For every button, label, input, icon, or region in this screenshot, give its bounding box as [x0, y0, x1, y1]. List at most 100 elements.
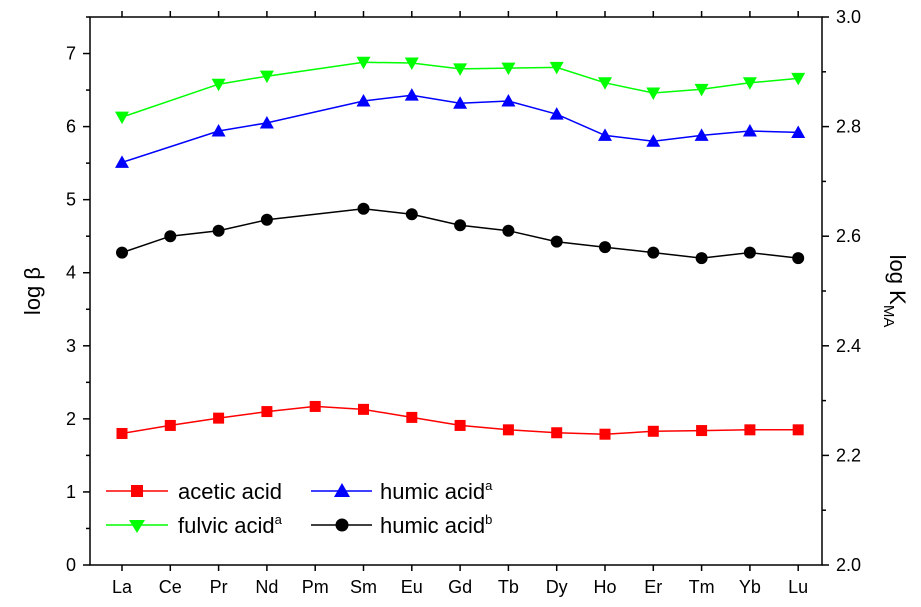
y-tick-label: 5	[66, 190, 76, 210]
data-point-series-3	[792, 252, 805, 265]
y-axis-title: log β	[20, 267, 45, 315]
data-point-series-3	[599, 241, 611, 254]
data-point-series-0	[309, 400, 321, 412]
legend-humic-a-label: humic acida	[380, 478, 493, 504]
data-point-series-3	[260, 213, 273, 226]
x-tick-label: Ho	[593, 577, 616, 597]
data-point-series-1	[259, 115, 274, 129]
y2-tick-label: 2.4	[836, 336, 861, 356]
data-point-series-1	[356, 94, 371, 107]
data-point-series-2	[453, 63, 468, 76]
x-tick-label: Ce	[159, 577, 182, 597]
data-point-series-0	[551, 427, 563, 439]
data-point-series-0	[599, 428, 611, 440]
legend-humic-a-marker	[334, 483, 350, 497]
x-tick-label: Tm	[689, 577, 715, 597]
x-tick-label: Lu	[788, 577, 808, 597]
x-tick-label: Tb	[498, 577, 519, 597]
y2-axis-title: log KMA	[880, 255, 910, 328]
data-point-series-0	[164, 419, 176, 431]
y2-axis-subscript: MA	[880, 305, 897, 328]
y-tick-label: 7	[66, 44, 76, 64]
data-point-series-0	[454, 419, 466, 431]
x-tick-label: Nd	[255, 577, 278, 597]
data-point-series-3	[357, 202, 370, 215]
y2-tick-label: 3.0	[836, 7, 861, 27]
data-point-series-2	[742, 77, 757, 90]
data-point-series-0	[744, 424, 756, 436]
legend-humic-b-label: humic acidb	[380, 512, 492, 538]
data-point-series-1	[791, 125, 806, 138]
data-point-series-3	[502, 224, 515, 237]
x-tick-label: Er	[644, 577, 662, 597]
data-point-series-2	[115, 111, 129, 125]
data-point-series-0	[647, 425, 659, 437]
data-point-series-3	[454, 219, 467, 232]
data-point-series-2	[404, 57, 419, 71]
data-point-series-3	[116, 246, 128, 259]
data-point-series-0	[696, 425, 708, 437]
x-tick-label: Yb	[739, 577, 761, 597]
y2-tick-label: 2.8	[836, 117, 861, 137]
data-point-series-3	[743, 246, 756, 259]
data-point-series-2	[356, 56, 371, 70]
data-point-series-0	[116, 427, 128, 439]
y2-tick-label: 2.0	[836, 555, 861, 575]
x-tick-label: Gd	[448, 577, 472, 597]
y-tick-label: 4	[66, 263, 76, 283]
y2-tick-label: 2.6	[836, 226, 861, 246]
data-point-series-0	[261, 406, 273, 418]
x-tick-label: Pr	[210, 577, 228, 597]
y-tick-label: 3	[66, 336, 76, 356]
data-point-series-0	[502, 424, 514, 436]
legend-acetic-label: acetic acid	[178, 479, 282, 504]
x-tick-label: Sm	[350, 577, 377, 597]
data-point-series-2	[549, 61, 564, 75]
legend-fulvic-sup: a	[275, 512, 283, 527]
data-point-series-3	[647, 246, 660, 259]
data-point-series-1	[742, 123, 757, 137]
data-point-series-3	[164, 230, 177, 243]
data-point-series-2	[791, 72, 806, 86]
data-point-series-2	[598, 77, 612, 90]
data-point-series-1	[453, 96, 468, 109]
data-point-series-1	[501, 94, 516, 107]
data-point-series-2	[646, 87, 661, 100]
data-point-series-2	[211, 78, 226, 92]
data-point-series-1	[211, 123, 226, 137]
data-point-series-0	[406, 411, 418, 423]
legend-humic-a-sup: a	[485, 478, 493, 493]
legend-fulvic-marker	[129, 520, 145, 533]
data-point-series-3	[212, 224, 225, 237]
data-point-series-2	[259, 70, 274, 84]
legend-fulvic-label: fulvic acida	[178, 512, 283, 538]
data-point-series-3	[405, 208, 418, 221]
y-tick-label: 2	[66, 409, 76, 429]
series-line-3	[121, 208, 799, 259]
y-tick-label: 0	[66, 555, 76, 575]
y-tick-label: 6	[66, 117, 76, 137]
data-point-series-1	[549, 107, 564, 120]
x-tick-label: Dy	[546, 577, 568, 597]
data-point-series-1	[694, 128, 709, 141]
data-point-series-1	[404, 88, 419, 101]
legend-acetic-marker	[131, 485, 143, 497]
data-point-series-2	[501, 62, 516, 76]
y-tick-label: 1	[66, 482, 76, 502]
legend: acetic acid humic acida fulvic acida hum…	[106, 478, 493, 538]
x-tick-label: Eu	[401, 577, 423, 597]
data-point-series-0	[792, 424, 804, 436]
data-point-series-1	[646, 134, 661, 147]
data-point-series-0	[358, 403, 369, 415]
y2-tick-label: 2.2	[836, 445, 861, 465]
x-tick-label: La	[112, 577, 133, 597]
legend-humic-b-sup: b	[485, 512, 492, 527]
data-point-series-2	[694, 83, 709, 97]
data-point-series-1	[598, 128, 612, 141]
data-point-series-1	[115, 155, 129, 168]
legend-humic-b-marker	[335, 518, 349, 532]
x-tick-label: Pm	[302, 577, 329, 597]
data-point-series-3	[550, 235, 563, 248]
data-point-series-0	[213, 412, 225, 424]
